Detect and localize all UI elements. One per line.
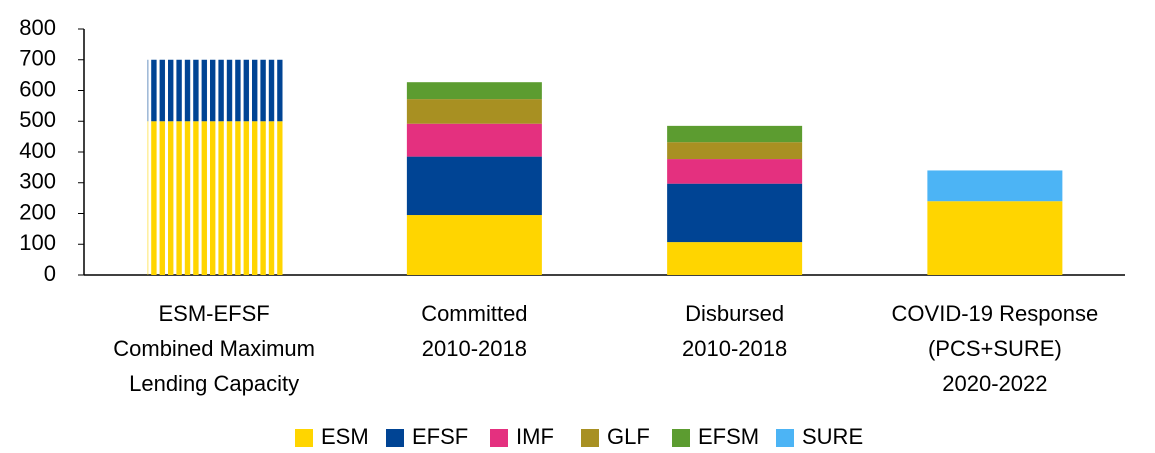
y-tick-label: 600 bbox=[19, 76, 56, 101]
x-tick-label-line: Combined Maximum bbox=[113, 336, 315, 361]
y-tick-label: 0 bbox=[44, 261, 56, 286]
legend-swatch bbox=[295, 429, 313, 447]
legend-label: IMF bbox=[516, 424, 554, 449]
bar-segment bbox=[667, 159, 803, 184]
x-tick-label-line: 2010-2018 bbox=[422, 336, 527, 361]
x-tick-label-line: 2010-2018 bbox=[682, 336, 787, 361]
bar-segment bbox=[667, 183, 803, 243]
legend-swatch bbox=[386, 429, 404, 447]
bar-segment bbox=[406, 99, 542, 124]
bar-segment bbox=[667, 142, 803, 160]
x-tick-label-line: Lending Capacity bbox=[129, 371, 299, 396]
bar-segment bbox=[927, 201, 1063, 275]
legend-swatch bbox=[672, 429, 690, 447]
bar-segment bbox=[406, 82, 542, 100]
bar-segment bbox=[147, 59, 283, 122]
y-tick-label: 700 bbox=[19, 46, 56, 71]
x-tick-label-line: ESM-EFSF bbox=[159, 301, 270, 326]
x-tick-label-line: (PCS+SURE) bbox=[928, 336, 1062, 361]
legend-label: SURE bbox=[802, 424, 863, 449]
bar-segment bbox=[406, 215, 542, 275]
bar-segment bbox=[406, 123, 542, 157]
y-tick-label: 200 bbox=[19, 199, 56, 224]
legend-label: GLF bbox=[607, 424, 650, 449]
y-tick-label: 800 bbox=[19, 15, 56, 40]
legend-label: EFSM bbox=[698, 424, 759, 449]
legend-swatch bbox=[776, 429, 794, 447]
y-tick-label: 500 bbox=[19, 107, 56, 132]
x-tick-label-line: 2020-2022 bbox=[942, 371, 1047, 396]
y-tick-label: 100 bbox=[19, 230, 56, 255]
legend-label: EFSF bbox=[412, 424, 468, 449]
x-tick-label-line: Disbursed bbox=[685, 301, 784, 326]
legend-swatch bbox=[581, 429, 599, 447]
bar-segment bbox=[667, 242, 803, 275]
bar-segment bbox=[406, 156, 542, 216]
bar-segment bbox=[147, 121, 283, 275]
y-tick-label: 300 bbox=[19, 169, 56, 194]
y-tick-label: 400 bbox=[19, 138, 56, 163]
x-tick-label: COVID-19 Response (PCS+SURE) 2020-2022 bbox=[892, 301, 1099, 396]
x-tick-label: ESM-EFSF Combined Maximum Lending Capacity bbox=[113, 301, 315, 396]
x-tick-label-line: COVID-19 Response bbox=[892, 301, 1099, 326]
x-tick-label: Committed 2010-2018 bbox=[421, 301, 527, 361]
legend-label: ESM bbox=[321, 424, 369, 449]
bar-segment bbox=[667, 125, 803, 143]
bar-segment bbox=[927, 170, 1063, 202]
x-tick-label-line: Committed bbox=[421, 301, 527, 326]
x-tick-label: Disbursed 2010-2018 bbox=[682, 301, 787, 361]
legend-swatch bbox=[490, 429, 508, 447]
